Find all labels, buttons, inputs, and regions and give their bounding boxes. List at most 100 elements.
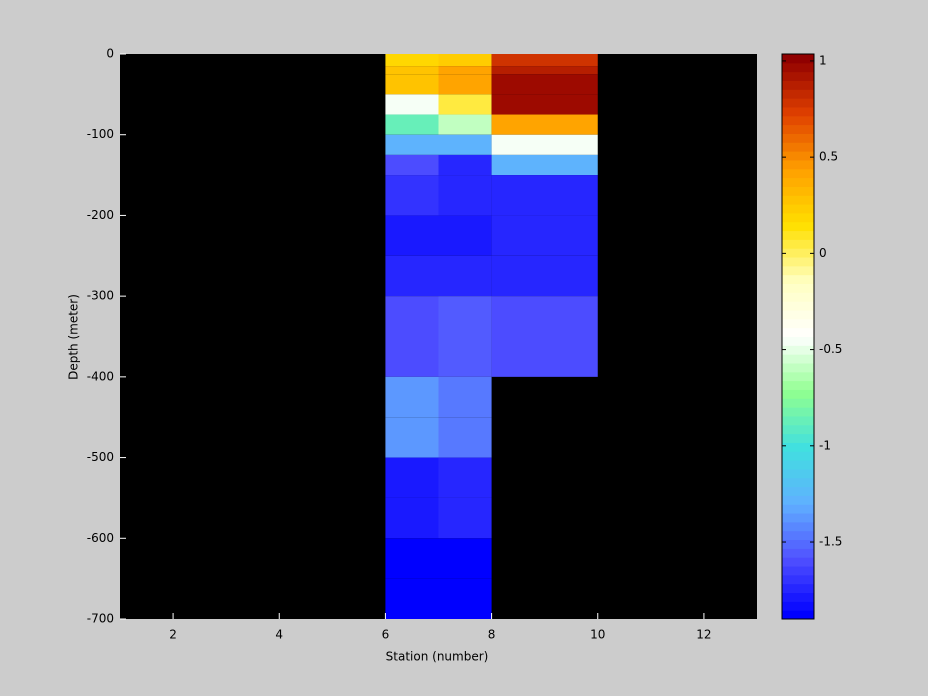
colorbar-step bbox=[782, 574, 814, 585]
heat-cell bbox=[491, 336, 598, 377]
colorbar-step bbox=[782, 398, 814, 408]
colorbar-step bbox=[782, 539, 814, 549]
heat-cell bbox=[438, 417, 492, 458]
colorbar-step bbox=[782, 186, 814, 196]
y-tick-label: -400 bbox=[87, 369, 114, 383]
colorbar-step bbox=[782, 301, 814, 311]
heat-cell bbox=[491, 94, 598, 115]
colorbar-step bbox=[782, 362, 814, 373]
y-axis-label: Depth (meter) bbox=[67, 294, 81, 380]
colorbar-step bbox=[782, 292, 814, 302]
heat-cell bbox=[438, 54, 492, 67]
x-tick-label: 6 bbox=[382, 628, 390, 642]
colorbar-step bbox=[782, 89, 814, 99]
heat-cell bbox=[438, 497, 492, 539]
colorbar-tick-label: 0.5 bbox=[819, 150, 838, 164]
colorbar-step bbox=[782, 451, 814, 461]
heat-cell bbox=[438, 296, 492, 337]
heat-cell bbox=[385, 114, 439, 135]
heat-cell bbox=[438, 578, 492, 619]
colorbar-step bbox=[782, 407, 814, 417]
colorbar-step bbox=[782, 98, 814, 108]
colorbar-step bbox=[782, 142, 814, 152]
heat-cell bbox=[438, 538, 492, 579]
heat-cell bbox=[491, 54, 598, 67]
heat-cell bbox=[438, 94, 492, 115]
colorbar-step bbox=[782, 468, 814, 479]
heat-cell bbox=[491, 154, 598, 176]
colorbar-step bbox=[782, 530, 814, 541]
heat-cell bbox=[438, 74, 492, 95]
heat-cell bbox=[385, 417, 439, 458]
heat-cell bbox=[385, 376, 439, 418]
colorbar-step bbox=[782, 548, 814, 558]
colorbar-step bbox=[782, 151, 814, 161]
colorbar-tick-label: 0 bbox=[819, 246, 827, 260]
x-tick-label: 8 bbox=[488, 628, 496, 642]
heat-cell bbox=[491, 66, 598, 75]
y-tick-label: -600 bbox=[87, 531, 114, 545]
colorbar-step bbox=[782, 433, 814, 443]
colorbar-step bbox=[782, 521, 814, 532]
colorbar-step bbox=[782, 380, 814, 390]
heat-cell bbox=[438, 457, 492, 498]
colorbar-step bbox=[782, 566, 814, 576]
x-axis-label: Station (number) bbox=[386, 650, 489, 664]
heat-cell bbox=[385, 578, 439, 619]
colorbar-step bbox=[782, 610, 814, 620]
heat-cell bbox=[438, 134, 492, 155]
colorbar-step bbox=[782, 221, 814, 232]
colorbar-tick-label: -1.5 bbox=[819, 535, 842, 549]
y-tick-label: -500 bbox=[87, 450, 114, 464]
colorbar-step bbox=[782, 168, 814, 179]
heat-cell bbox=[385, 66, 439, 75]
heat-cell bbox=[491, 114, 598, 135]
colorbar-step bbox=[782, 477, 814, 488]
x-tick-label: 4 bbox=[275, 628, 283, 642]
colorbar-step bbox=[782, 133, 814, 143]
colorbar-step bbox=[782, 195, 814, 205]
colorbar-step bbox=[782, 204, 814, 214]
colorbar-step bbox=[782, 460, 814, 470]
y-tick-label: -700 bbox=[87, 612, 114, 626]
heat-cell bbox=[385, 54, 439, 67]
colorbar-step bbox=[782, 54, 814, 64]
heat-cell bbox=[491, 296, 598, 337]
heat-cell bbox=[385, 255, 439, 297]
colorbar-step bbox=[782, 318, 814, 329]
colorbar-step bbox=[782, 601, 814, 611]
colorbar-step bbox=[782, 513, 814, 523]
colorbar-step bbox=[782, 310, 814, 320]
heat-cell bbox=[491, 215, 598, 256]
colorbar-step bbox=[782, 71, 814, 81]
colorbar-step bbox=[782, 583, 814, 594]
colorbar-step bbox=[782, 248, 814, 258]
heat-cell bbox=[491, 175, 598, 216]
colorbar-step bbox=[782, 327, 814, 337]
colorbar-step bbox=[782, 239, 814, 249]
colorbar-step bbox=[782, 115, 814, 126]
colorbar-step bbox=[782, 80, 814, 90]
heat-cell bbox=[438, 336, 492, 377]
colorbar-step bbox=[782, 274, 814, 285]
colorbar-step bbox=[782, 230, 814, 240]
colorbar-step bbox=[782, 557, 814, 567]
colorbar-step bbox=[782, 159, 814, 170]
colorbar-step bbox=[782, 265, 814, 276]
colorbar-tick-label: -1 bbox=[819, 438, 831, 452]
colorbar-step bbox=[782, 336, 814, 346]
heat-cell bbox=[385, 336, 439, 377]
colorbar-step bbox=[782, 486, 814, 496]
colorbar-step bbox=[782, 389, 814, 399]
colorbar-tick-label: 1 bbox=[819, 53, 827, 67]
heat-cell bbox=[491, 74, 598, 95]
heat-cell bbox=[385, 296, 439, 337]
heat-cell bbox=[438, 114, 492, 135]
y-tick-label: 0 bbox=[106, 47, 114, 61]
colorbar-tick-label: -0.5 bbox=[819, 342, 842, 356]
heat-cell bbox=[385, 94, 439, 115]
heat-cell bbox=[385, 74, 439, 95]
x-tick-label: 12 bbox=[696, 628, 711, 642]
colorbar-step bbox=[782, 371, 814, 382]
